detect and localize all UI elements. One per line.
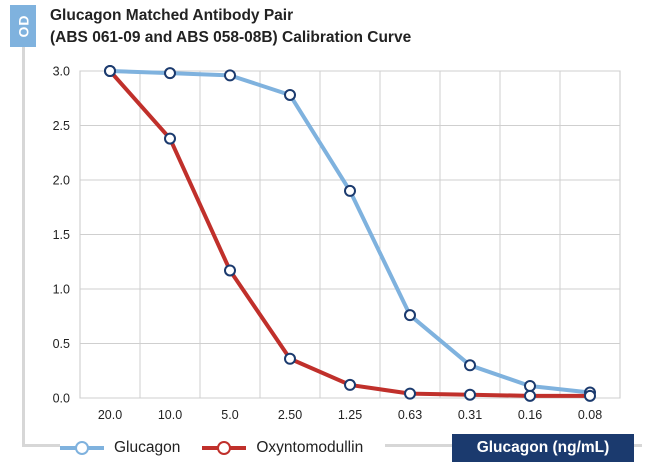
x-tick-label: 0.08 [578, 408, 602, 422]
legend-item-oxyntomodullin: Oxyntomodullin [202, 439, 363, 457]
data-point-oxyntomodullin [104, 65, 116, 77]
legend-swatch-glucagon [60, 440, 104, 456]
x-tick-label: 0.31 [458, 408, 482, 422]
data-point-oxyntomodullin [524, 389, 536, 402]
data-point-glucagon [464, 359, 476, 372]
data-point-oxyntomodullin [584, 389, 596, 402]
legend: Glucagon Oxyntomodullin [60, 434, 386, 462]
legend-swatch-oxyntomodullin [202, 440, 247, 456]
frame-left-line [22, 47, 25, 447]
data-point-glucagon [524, 380, 536, 393]
legend-label-oxyntomodullin: Oxyntomodullin [256, 439, 364, 456]
data-point-glucagon [404, 309, 416, 322]
y-tick-label: 2.0 [53, 174, 70, 188]
y-tick-label: 3.0 [53, 65, 70, 79]
data-point-oxyntomodullin [344, 378, 356, 391]
legend-label-glucagon: Glucagon [114, 439, 181, 456]
data-point-glucagon [224, 69, 236, 82]
y-tick-label: 0.5 [53, 337, 70, 351]
data-point-oxyntomodullin [164, 132, 176, 145]
series-line-oxyntomodullin [108, 69, 592, 398]
x-tick-label: 10.0 [158, 408, 182, 422]
x-tick-label: 20.0 [98, 408, 122, 422]
legend-item-glucagon: Glucagon [60, 439, 180, 457]
data-point-glucagon [164, 67, 176, 80]
legend-marker-glucagon [75, 441, 89, 455]
x-tick-label: 0.16 [518, 408, 542, 422]
y-tick-label: 1.0 [53, 283, 70, 297]
x-tick-label: 1.25 [338, 408, 362, 422]
y-tick-label: 2.5 [53, 119, 70, 133]
chart-title: Glucagon Matched Antibody Pair (ABS 061-… [50, 5, 411, 49]
legend-marker-oxyntomodullin [217, 441, 232, 455]
y-ticks: 0.0 0.5 1.0 1.5 2.0 2.5 3.0 [53, 65, 70, 406]
data-point-oxyntomodullin [404, 387, 416, 400]
y-axis-label-box: OD [10, 5, 36, 47]
data-point-glucagon [344, 184, 356, 197]
series-group [104, 65, 596, 402]
chart-title-line2: (ABS 061-09 and ABS 058-08B) Calibration… [50, 29, 412, 46]
x-axis-label: Glucagon (ng/mL) [476, 439, 610, 456]
data-point-oxyntomodullin [464, 388, 476, 401]
y-tick-label: 0.0 [53, 392, 70, 406]
data-point-oxyntomodullin [224, 264, 236, 277]
series-line-glucagon [108, 69, 592, 395]
grid [79, 70, 621, 399]
x-tick-label: 0.63 [398, 408, 422, 422]
data-point-oxyntomodullin [284, 352, 296, 365]
x-axis-label-box: Glucagon (ng/mL) [452, 434, 634, 462]
chart-title-line1: Glucagon Matched Antibody Pair [50, 7, 294, 24]
y-tick-label: 1.5 [53, 228, 70, 242]
x-tick-label: 2.50 [278, 408, 302, 422]
data-point-glucagon [284, 88, 296, 101]
x-ticks: 20.0 10.0 5.0 2.50 1.25 0.63 0.31 0.16 0.08 [98, 408, 602, 422]
x-tick-label: 5.0 [221, 408, 238, 422]
